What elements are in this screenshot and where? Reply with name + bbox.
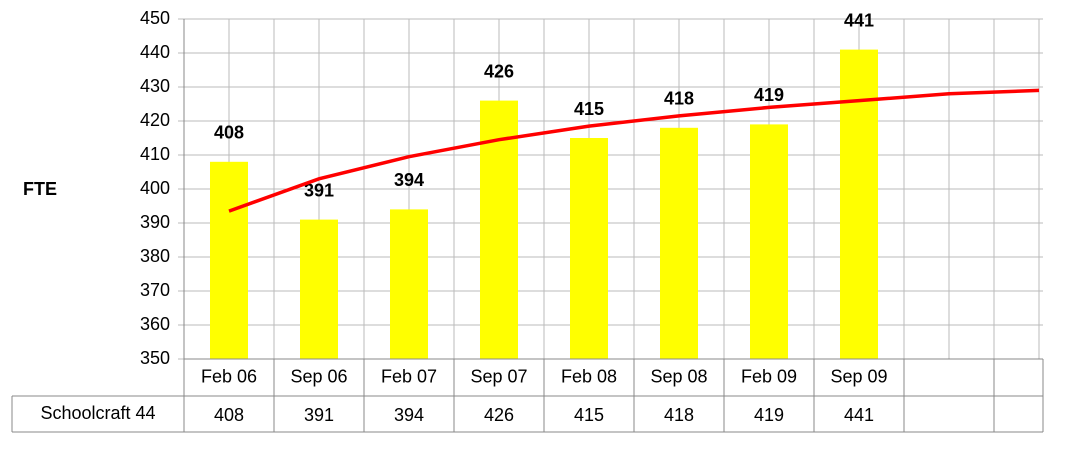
x-tick-label: Sep 06: [290, 366, 347, 386]
y-tick-label: 370: [140, 280, 170, 300]
y-tick-label: 430: [140, 76, 170, 96]
x-tick-label: Sep 08: [650, 366, 707, 386]
x-tick-label: Sep 09: [830, 366, 887, 386]
bar: [390, 209, 428, 359]
y-tick-label: 400: [140, 178, 170, 198]
y-tick-label: 450: [140, 8, 170, 28]
bar: [210, 161, 248, 359]
y-tick-label: 380: [140, 246, 170, 266]
data-label: 441: [844, 10, 874, 30]
x-tick-label: Feb 07: [381, 366, 437, 386]
table-value: 426: [484, 405, 514, 425]
x-tick-label: Sep 07: [470, 366, 527, 386]
data-label: 418: [664, 89, 694, 109]
y-tick-label: 350: [140, 348, 170, 368]
y-axis-label: FTE: [23, 179, 57, 199]
bar: [300, 219, 338, 359]
bar: [840, 49, 878, 359]
data-label: 419: [754, 85, 784, 105]
table-value: 415: [574, 405, 604, 425]
bar: [750, 124, 788, 360]
data-label: 408: [214, 123, 244, 143]
x-tick-label: Feb 06: [201, 366, 257, 386]
y-tick-label: 440: [140, 42, 170, 62]
table-value: 408: [214, 405, 244, 425]
data-label: 426: [484, 61, 514, 81]
table-value: 394: [394, 405, 424, 425]
legend-entry: Schoolcraft 44: [40, 403, 155, 423]
trendline: [228, 88, 1040, 213]
y-tick-label: 420: [140, 110, 170, 130]
x-tick-label: Feb 09: [741, 366, 797, 386]
y-tick-label: 390: [140, 212, 170, 232]
table-value: 418: [664, 405, 694, 425]
bar: [570, 138, 608, 359]
y-tick-label: 360: [140, 314, 170, 334]
data-label: 394: [394, 170, 424, 190]
x-tick-label: Feb 08: [561, 366, 617, 386]
y-tick-label: 410: [140, 144, 170, 164]
data-label: 391: [304, 180, 334, 200]
table-value: 391: [304, 405, 334, 425]
bar: [660, 127, 698, 359]
table-value: 441: [844, 405, 874, 425]
table-value: 419: [754, 405, 784, 425]
data-label: 415: [574, 99, 604, 119]
